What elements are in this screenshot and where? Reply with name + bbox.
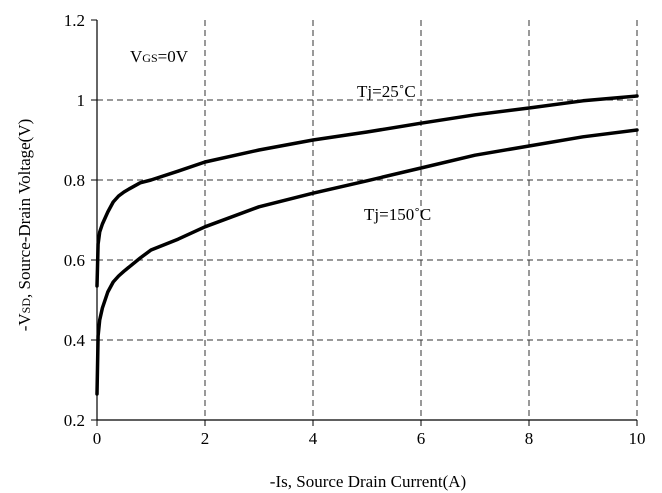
series-lines: [95, 94, 639, 396]
annotation-tj25: Tj=25˚C: [357, 82, 416, 101]
x-axis-label: -Is, Source Drain Current(A): [270, 472, 466, 491]
x-tick-label: 2: [201, 429, 210, 448]
y-tick-label: 1.2: [64, 11, 85, 30]
y-tick-label: 0.6: [64, 251, 85, 270]
x-tick-label: 10: [629, 429, 646, 448]
y-tick-label: 0.2: [64, 411, 85, 430]
annotation-tj150: Tj=150˚C: [364, 205, 431, 224]
x-tick-label: 4: [309, 429, 318, 448]
y-tick-label: 0.8: [64, 171, 85, 190]
y-tick-label: 0.4: [64, 331, 86, 350]
ticks: 0 2 4 6 8 10 0.2 0.4 0.6 0.8 1 1.2: [64, 11, 646, 448]
x-tick-label: 0: [93, 429, 102, 448]
x-tick-label: 8: [525, 429, 534, 448]
grid: [97, 20, 638, 420]
series-line-tj25: [95, 94, 639, 288]
x-tick-label: 6: [417, 429, 426, 448]
series-line-tj150: [95, 128, 639, 396]
annotation-vgs: VGS=0V: [130, 47, 189, 66]
y-tick-label: 1: [77, 91, 86, 110]
y-axis-label: -VSD, Source-Drain Voltage(V): [15, 119, 34, 332]
